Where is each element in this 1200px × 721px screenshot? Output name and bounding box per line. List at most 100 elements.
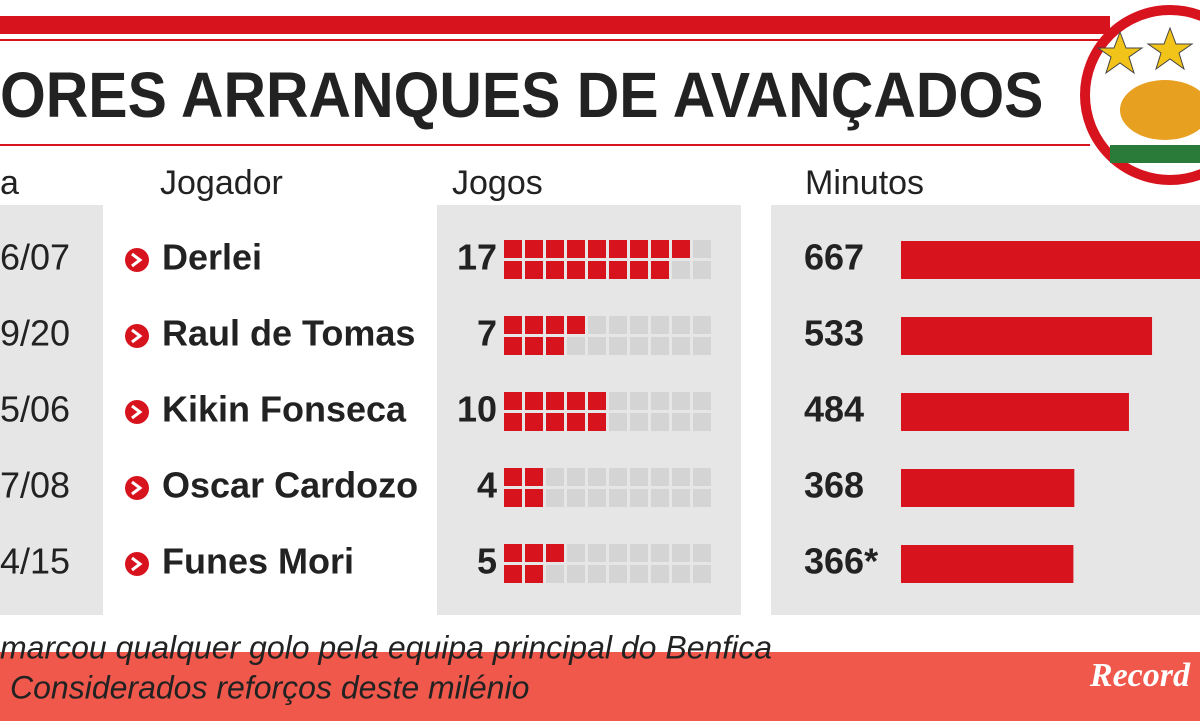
column-header: Minutos xyxy=(805,164,924,202)
empty-square xyxy=(588,316,606,334)
empty-square xyxy=(588,337,606,355)
goal-square xyxy=(525,337,543,355)
empty-square xyxy=(693,337,711,355)
goal-square xyxy=(651,261,669,279)
goal-square xyxy=(504,544,522,562)
empty-square xyxy=(609,413,627,431)
empty-square xyxy=(630,392,648,410)
player: Oscar Cardozo xyxy=(162,465,418,506)
chevron-arrow xyxy=(131,404,143,420)
season-panel xyxy=(0,205,103,615)
empty-square xyxy=(609,565,627,583)
column-header: Jogador xyxy=(160,164,283,202)
chevron xyxy=(125,476,149,500)
empty-square xyxy=(609,544,627,562)
chevron-arrow xyxy=(131,252,143,268)
empty-square xyxy=(609,489,627,507)
goal-square xyxy=(546,261,564,279)
goal-square xyxy=(525,392,543,410)
empty-square xyxy=(693,413,711,431)
goal-square xyxy=(525,565,543,583)
player: Raul de Tomas xyxy=(162,313,415,354)
goal-square xyxy=(525,544,543,562)
empty-square xyxy=(651,316,669,334)
empty-square xyxy=(693,261,711,279)
empty-square xyxy=(588,565,606,583)
goals: 10 xyxy=(457,389,497,430)
minutes-bar xyxy=(901,241,1200,279)
empty-square xyxy=(693,565,711,583)
empty-square xyxy=(672,489,690,507)
empty-square xyxy=(546,565,564,583)
goal-square xyxy=(546,392,564,410)
empty-square xyxy=(693,392,711,410)
goal-square xyxy=(651,240,669,258)
empty-square xyxy=(651,565,669,583)
empty-square xyxy=(672,392,690,410)
season: 6/07 xyxy=(0,237,70,278)
empty-square xyxy=(672,565,690,583)
goal-square xyxy=(609,261,627,279)
goal-square xyxy=(504,468,522,486)
chevron-arrow xyxy=(131,480,143,496)
player: Derlei xyxy=(162,237,262,278)
chevron xyxy=(125,552,149,576)
empty-square xyxy=(651,413,669,431)
empty-square xyxy=(693,316,711,334)
empty-square xyxy=(630,565,648,583)
goal-square xyxy=(504,316,522,334)
goal-square xyxy=(588,392,606,410)
empty-square xyxy=(693,489,711,507)
goal-square xyxy=(546,413,564,431)
goals: 17 xyxy=(457,237,497,278)
goal-square xyxy=(504,392,522,410)
empty-square xyxy=(588,544,606,562)
empty-square xyxy=(693,468,711,486)
season: 4/15 xyxy=(0,541,70,582)
column-header: a xyxy=(0,164,19,202)
season: 9/20 xyxy=(0,313,70,354)
minutes-bar xyxy=(901,393,1129,431)
footer-band xyxy=(0,652,1200,721)
minutes: 484 xyxy=(804,389,864,430)
column-header: Jogos xyxy=(452,164,543,202)
empty-square xyxy=(588,468,606,486)
goal-square xyxy=(504,261,522,279)
player: Funes Mori xyxy=(162,541,354,582)
empty-square xyxy=(588,489,606,507)
empty-square xyxy=(672,261,690,279)
empty-square xyxy=(630,489,648,507)
minutes: 667 xyxy=(804,237,864,278)
empty-square xyxy=(567,565,585,583)
goal-square xyxy=(546,544,564,562)
goal-square xyxy=(504,489,522,507)
goals: 4 xyxy=(477,465,497,506)
empty-square xyxy=(609,316,627,334)
empty-square xyxy=(630,337,648,355)
goals: 7 xyxy=(477,313,497,354)
empty-square xyxy=(651,544,669,562)
empty-square xyxy=(672,544,690,562)
goal-square xyxy=(567,261,585,279)
empty-square xyxy=(609,337,627,355)
empty-square xyxy=(630,316,648,334)
goal-square xyxy=(504,240,522,258)
empty-square xyxy=(672,316,690,334)
goal-square xyxy=(525,489,543,507)
chevron xyxy=(125,248,149,272)
goal-square xyxy=(567,316,585,334)
top-band xyxy=(0,16,1110,34)
brand: Record xyxy=(1089,657,1191,694)
goal-square xyxy=(588,413,606,431)
footnote: Considerados reforços deste milénio xyxy=(10,669,529,705)
empty-square xyxy=(672,337,690,355)
logo xyxy=(1080,5,1200,185)
goal-square xyxy=(630,261,648,279)
goal-square xyxy=(525,261,543,279)
chevron xyxy=(125,324,149,348)
empty-square xyxy=(546,489,564,507)
minutes-bar xyxy=(901,469,1075,507)
empty-square xyxy=(567,544,585,562)
empty-square xyxy=(630,544,648,562)
